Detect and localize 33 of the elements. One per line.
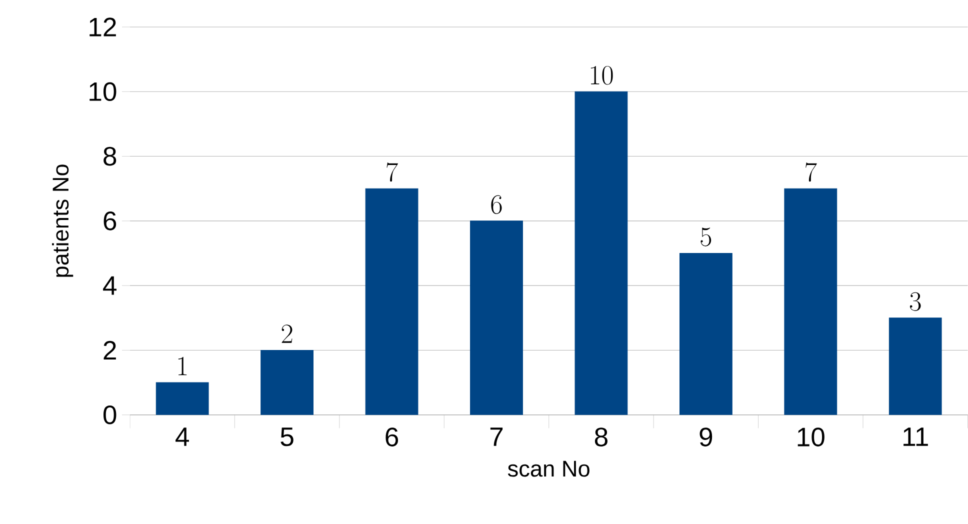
x-tick-label: 8 [594, 428, 608, 447]
bar [365, 188, 418, 415]
y-tick-label: 0 [103, 406, 116, 424]
y-tick-label: 10 [90, 82, 116, 102]
y-axis-title: patients No [52, 164, 74, 277]
data-label: 3 [910, 292, 921, 312]
bar [470, 220, 523, 415]
data-label: 6 [491, 195, 502, 214]
data-label: 7 [386, 162, 398, 182]
x-tick-label: 10 [798, 428, 824, 447]
bar [888, 318, 942, 415]
bar [260, 350, 314, 415]
x-tick-label: 6 [386, 428, 398, 447]
bar [156, 382, 209, 415]
x-tick-label: 4 [176, 428, 189, 446]
y-tick-label: 12 [90, 18, 116, 36]
x-tick-label: 11 [904, 428, 928, 446]
x-tick-label: 7 [490, 428, 503, 446]
y-tick-label: 4 [103, 276, 116, 295]
x-tick-label: 9 [700, 428, 712, 447]
bar [679, 253, 732, 415]
bar [574, 91, 628, 415]
data-label: 7 [806, 162, 817, 182]
data-label: 10 [590, 66, 613, 85]
x-tick-label: 5 [280, 428, 294, 446]
y-tick-label: 2 [104, 341, 116, 360]
data-label: 5 [700, 228, 712, 246]
x-axis-title: scan No [508, 461, 590, 477]
y-tick-label: 8 [104, 146, 116, 166]
y-tick-label: 6 [104, 212, 116, 230]
data-label: 2 [282, 324, 292, 343]
data-label: 1 [178, 356, 187, 376]
bar [784, 188, 838, 415]
